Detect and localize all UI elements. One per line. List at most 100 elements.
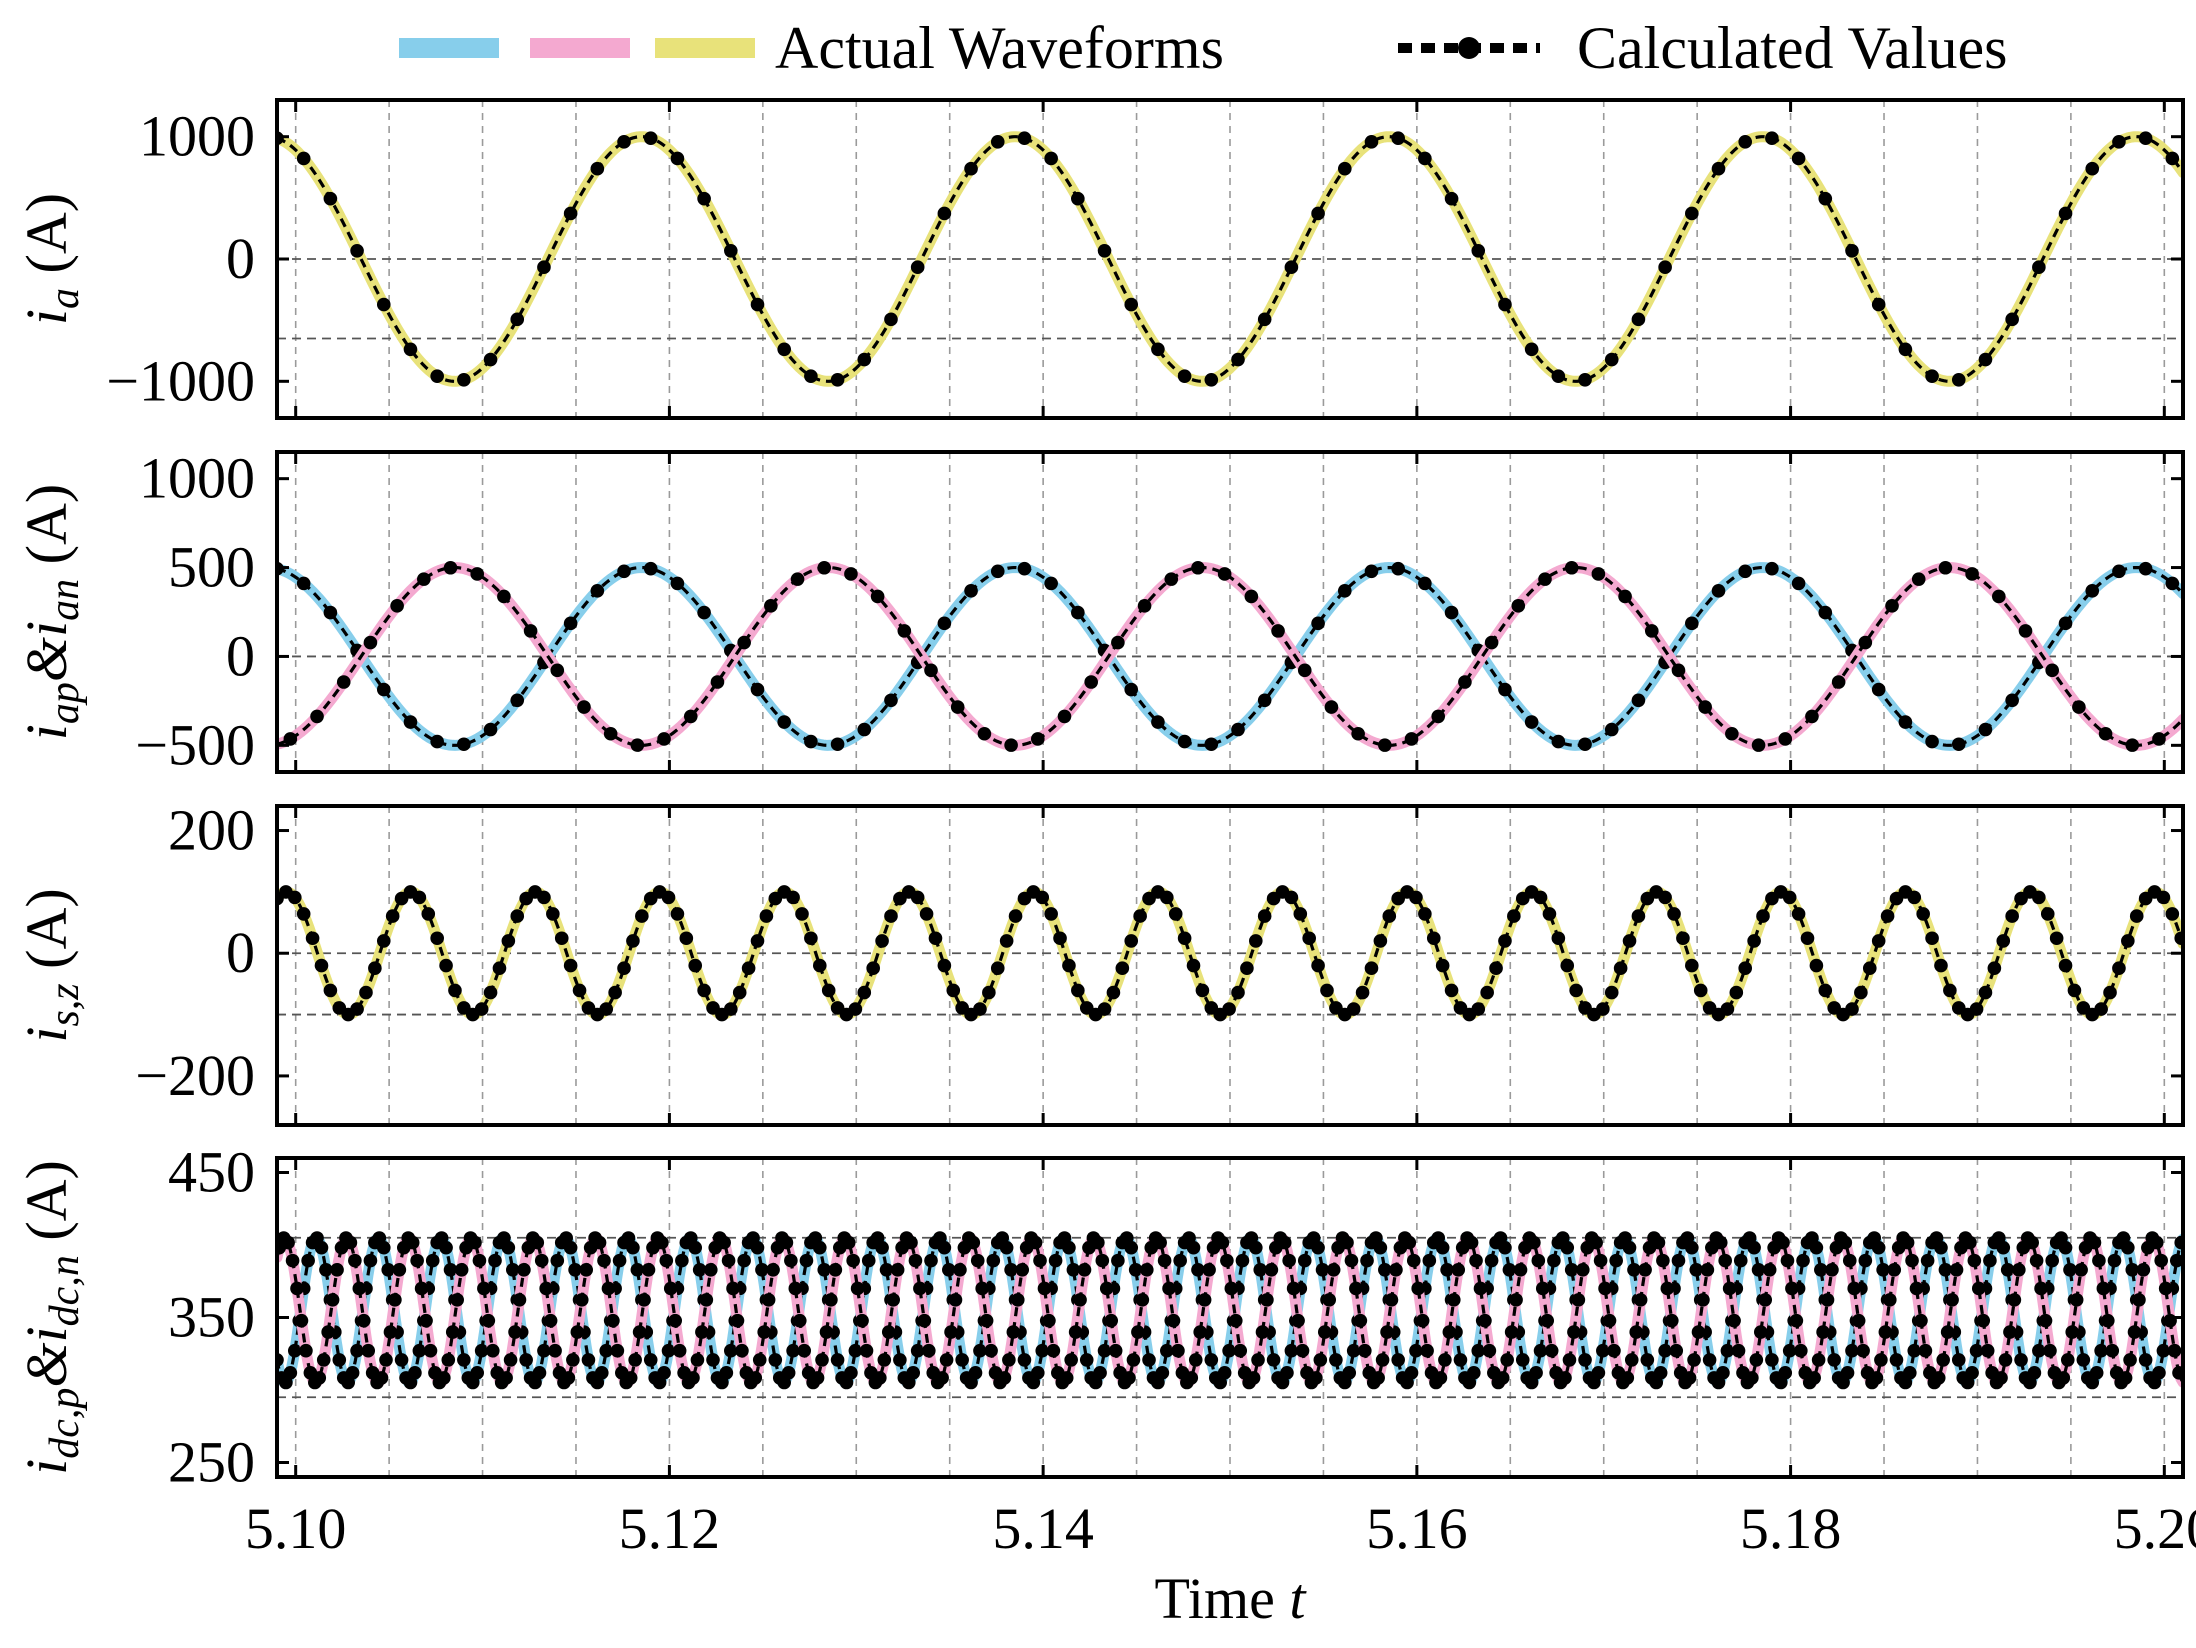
calculated-point bbox=[724, 243, 738, 258]
calculated-point bbox=[1311, 958, 1325, 973]
calculated-point bbox=[1297, 663, 1312, 678]
calculated-point bbox=[1716, 1366, 1730, 1380]
calculated-point bbox=[717, 1235, 731, 1250]
calculated-point bbox=[603, 726, 618, 741]
calculated-point bbox=[1411, 1281, 1425, 1296]
calculated-point bbox=[1186, 958, 1201, 973]
calculated-point bbox=[2018, 624, 2033, 638]
calculated-point bbox=[1451, 1262, 1466, 1277]
calculated-point bbox=[410, 1253, 424, 1268]
plot-frame bbox=[275, 804, 2185, 1127]
calculated-point bbox=[2025, 1235, 2039, 1250]
calculated-point bbox=[1951, 373, 1966, 387]
y-tick-label: −500 bbox=[135, 712, 255, 777]
calculated-point bbox=[1391, 561, 1405, 576]
calculated-point bbox=[1845, 1343, 1859, 1358]
calculated-point bbox=[1691, 1325, 1706, 1339]
calculated-point bbox=[661, 1343, 676, 1358]
calculated-point bbox=[1676, 931, 1690, 946]
calculated-point bbox=[1533, 1343, 1548, 1358]
calculated-point bbox=[1155, 1366, 1170, 1380]
calculated-point bbox=[1240, 961, 1254, 976]
calculated-point bbox=[1498, 297, 1512, 312]
calculated-point bbox=[1231, 352, 1245, 367]
calculated-point bbox=[1765, 131, 1779, 145]
calculated-point bbox=[2065, 1325, 2080, 1339]
calculated-point bbox=[964, 161, 978, 176]
calculated-point bbox=[1231, 722, 1245, 737]
calculated-point bbox=[893, 1353, 907, 1367]
calculated-point bbox=[824, 1293, 838, 1307]
calculated-point bbox=[1631, 909, 1646, 923]
calculated-point bbox=[2112, 564, 2126, 579]
calculated-point bbox=[1409, 1343, 1423, 1358]
calculated-point bbox=[873, 1371, 887, 1385]
x-tick-label: 5.14 bbox=[992, 1496, 1094, 1561]
calculated-point bbox=[657, 732, 671, 746]
calculated-point bbox=[628, 1353, 642, 1367]
calculated-point bbox=[1789, 1313, 1804, 1328]
calculated-point bbox=[352, 1281, 367, 1296]
calculated-point bbox=[283, 1366, 298, 1380]
calculated-point bbox=[510, 312, 525, 327]
calculated-point bbox=[1945, 1293, 1959, 1307]
calculated-point bbox=[332, 1353, 347, 1367]
calculated-point bbox=[1282, 1253, 1296, 1268]
calculated-point bbox=[1364, 961, 1379, 976]
calculated-point bbox=[990, 961, 1005, 976]
calculated-point bbox=[668, 1313, 682, 1328]
calculated-point bbox=[1344, 1253, 1359, 1268]
calculated-point bbox=[748, 1371, 763, 1385]
calculated-point bbox=[683, 709, 698, 724]
calculated-point bbox=[659, 1253, 674, 1268]
calculated-point bbox=[1444, 983, 1459, 998]
calculated-point bbox=[283, 732, 298, 746]
calculated-point bbox=[408, 1366, 422, 1380]
calculated-point bbox=[1738, 135, 1753, 149]
calculated-point bbox=[1562, 1353, 1577, 1367]
calculated-point bbox=[675, 1253, 689, 1268]
calculated-point bbox=[501, 934, 516, 948]
y-axis-title: ia (A) bbox=[14, 193, 88, 325]
calculated-point bbox=[314, 958, 329, 973]
calculated-point bbox=[1266, 1353, 1281, 1367]
x-tick-label: 5.16 bbox=[1366, 1496, 1468, 1561]
calculated-point bbox=[1825, 1262, 1839, 1277]
calculated-point bbox=[2167, 1343, 2182, 1358]
calculated-point bbox=[1551, 931, 1566, 946]
calculated-point bbox=[1222, 1002, 1236, 1016]
calculated-point bbox=[1914, 1313, 1928, 1328]
calculated-point bbox=[1965, 567, 1979, 581]
calculated-point bbox=[2063, 1262, 2077, 1277]
calculated-point bbox=[1302, 931, 1316, 946]
calculated-point bbox=[623, 1371, 638, 1385]
calculated-point bbox=[2138, 1353, 2153, 1367]
calculated-point bbox=[2058, 1240, 2073, 1255]
calculated-point bbox=[550, 663, 565, 678]
calculated-point bbox=[1551, 734, 1566, 749]
calculated-point bbox=[761, 1293, 776, 1307]
calculated-point bbox=[412, 890, 427, 905]
calculated-point bbox=[1197, 1293, 1212, 1307]
calculated-point bbox=[819, 1325, 834, 1339]
calculated-point bbox=[1671, 663, 1686, 678]
calculated-point bbox=[2121, 1240, 2135, 1255]
calculated-point bbox=[1084, 675, 1098, 689]
calculated-point bbox=[670, 151, 685, 166]
calculated-point bbox=[1513, 1262, 1528, 1277]
calculated-point bbox=[1780, 1253, 1795, 1268]
calculated-point bbox=[572, 983, 587, 998]
calculated-point bbox=[1384, 1293, 1399, 1307]
calculated-point bbox=[1620, 1371, 1635, 1385]
calculated-point bbox=[388, 1293, 402, 1307]
calculated-point bbox=[1317, 1325, 1332, 1339]
calculated-point bbox=[417, 572, 431, 586]
calculated-point bbox=[1373, 1240, 1388, 1255]
calculated-point bbox=[1900, 1235, 1915, 1250]
calculated-point bbox=[2085, 161, 2100, 176]
calculated-point bbox=[732, 985, 747, 1000]
calculated-point bbox=[376, 297, 391, 312]
calculated-point bbox=[706, 1353, 720, 1367]
calculated-point bbox=[1371, 1371, 1385, 1385]
calculated-point bbox=[612, 1253, 627, 1268]
